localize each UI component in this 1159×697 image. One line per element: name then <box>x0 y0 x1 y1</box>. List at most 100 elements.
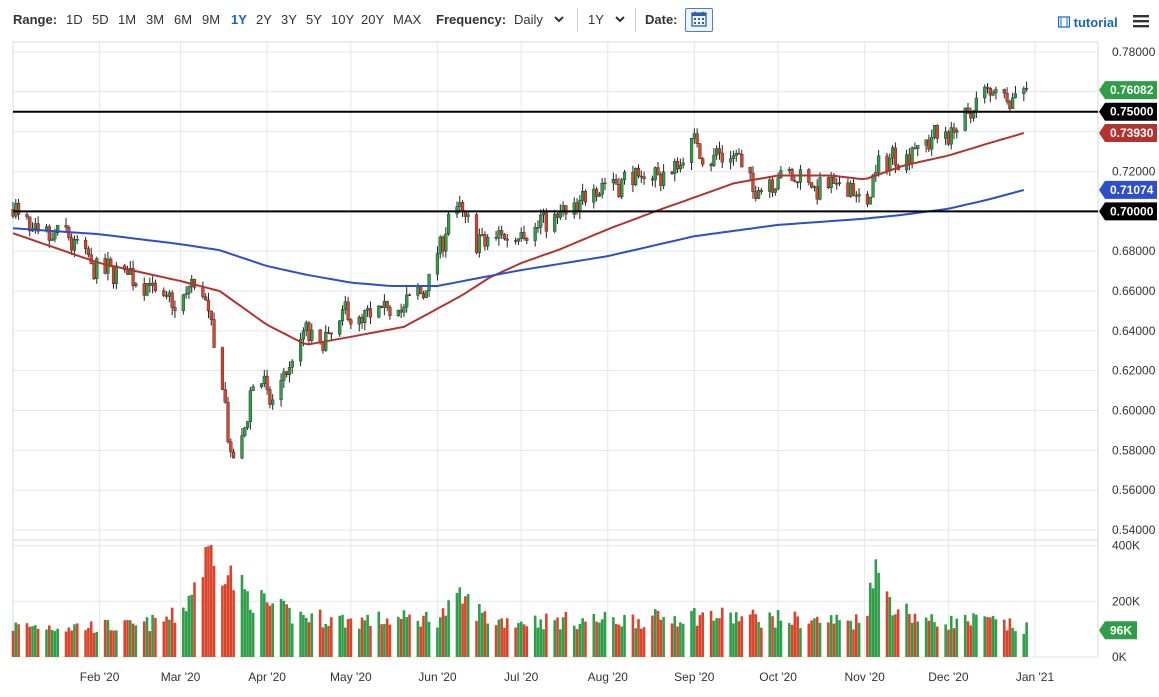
y-tick-label: 0.54000 <box>1112 523 1156 537</box>
volume-bar <box>718 618 721 657</box>
volume-bar <box>871 588 875 657</box>
volume-bar <box>304 617 308 657</box>
candle-body <box>748 166 752 174</box>
volume-bar <box>282 600 286 657</box>
price-tag-label: 0.75000 <box>1110 105 1154 119</box>
volume-bar <box>190 594 194 657</box>
range-button-5d[interactable]: 5D <box>92 12 109 27</box>
volume-bar <box>458 587 462 657</box>
volume-bar <box>927 620 931 657</box>
date-picker-button[interactable] <box>685 8 713 32</box>
volume-bar <box>84 630 87 657</box>
candle-body <box>318 329 322 343</box>
volume-bar <box>642 627 646 657</box>
volume-bar <box>327 626 330 657</box>
candle-body <box>913 147 917 150</box>
tutorial-link[interactable]: tutorial <box>1057 15 1118 30</box>
range-button-3y[interactable]: 3Y <box>281 12 297 27</box>
period-select[interactable]: 1Y <box>588 12 604 27</box>
candle-body <box>930 137 934 150</box>
volume-bar <box>106 620 110 657</box>
volume-bar <box>424 611 428 657</box>
frequency-select[interactable]: Daily <box>514 12 543 27</box>
candle-body <box>131 268 135 287</box>
candle-body <box>759 190 763 192</box>
candle-body <box>340 309 345 322</box>
volume-bar <box>455 592 459 657</box>
volume-bar <box>201 577 205 657</box>
volume-bar <box>64 631 68 657</box>
range-button-1y[interactable]: 1Y <box>231 12 247 27</box>
volume-bar <box>103 619 107 657</box>
volume-bar <box>480 612 484 657</box>
volume-bar <box>776 610 780 657</box>
candle-body <box>597 194 601 197</box>
range-button-2y[interactable]: 2Y <box>256 12 272 27</box>
candle-body <box>600 182 604 195</box>
volume-bar <box>679 622 682 657</box>
volume-bar <box>14 622 18 657</box>
chevron-down-icon[interactable] <box>552 12 566 26</box>
candle-body <box>419 286 423 294</box>
candle-body <box>441 236 445 252</box>
candle-body <box>854 195 858 197</box>
candle-body <box>985 86 990 89</box>
volume-bar <box>603 611 607 657</box>
price-chart[interactable]: Feb '20 Mar '20 Apr '20 May '20 Jun '20 Jul '… <box>0 40 1159 697</box>
chevron-down-icon[interactable] <box>613 12 627 26</box>
range-button-3m[interactable]: 3M <box>146 12 165 27</box>
range-button-10y[interactable]: 10Y <box>331 12 355 27</box>
candle-body <box>357 316 361 325</box>
candle-body <box>271 399 275 405</box>
volume-bar <box>349 618 353 657</box>
volume-bar <box>712 620 716 657</box>
volume-bar <box>662 616 665 657</box>
volume-bar <box>1005 630 1009 657</box>
candle-body <box>514 240 518 242</box>
volume-bar <box>614 623 618 657</box>
volume-bar <box>849 620 853 657</box>
volume-bar <box>536 627 540 657</box>
candle-body <box>209 310 213 320</box>
volume-bar <box>338 615 342 657</box>
price-tag-badge <box>1099 180 1157 199</box>
candle-body <box>516 238 521 242</box>
volume-bar <box>115 630 118 657</box>
volume-bar <box>307 622 311 657</box>
candle-body <box>435 253 440 275</box>
volume-bar <box>620 626 624 657</box>
range-button-1d[interactable]: 1D <box>66 12 83 27</box>
volume-bar <box>447 600 450 657</box>
candle-body <box>368 308 373 318</box>
volume-bar <box>779 620 783 657</box>
range-button-9m[interactable]: 9M <box>202 12 221 27</box>
range-button-1m[interactable]: 1M <box>118 12 137 27</box>
candle-body <box>581 191 585 201</box>
volume-bar <box>478 603 481 657</box>
candle-body <box>810 182 814 188</box>
volume-bar <box>475 620 478 657</box>
candle-body <box>53 232 57 240</box>
candle-body <box>134 283 138 287</box>
volume-bar <box>75 623 79 657</box>
price-tag-badge <box>1099 81 1157 100</box>
candle-body <box>70 237 74 251</box>
volume-bar <box>553 620 557 657</box>
range-button-20y[interactable]: 20Y <box>361 12 385 27</box>
range-button-6m[interactable]: 6M <box>174 12 193 27</box>
candle-body <box>826 177 830 189</box>
volume-bar <box>522 624 526 657</box>
range-button-5y[interactable]: 5Y <box>306 12 322 27</box>
hamburger-menu-icon[interactable] <box>1133 14 1149 28</box>
candle-body <box>1025 87 1029 90</box>
range-button-max[interactable]: MAX <box>393 12 422 27</box>
volume-bar <box>617 624 621 657</box>
candle-body <box>326 332 331 334</box>
volume-bar <box>87 628 90 657</box>
y-tick-label: 0.62000 <box>1112 364 1156 378</box>
volume-bar <box>249 609 252 657</box>
volume-bar <box>17 624 20 657</box>
volume-bar <box>145 617 149 657</box>
volume-bar <box>519 621 523 657</box>
candle-body <box>988 88 992 96</box>
